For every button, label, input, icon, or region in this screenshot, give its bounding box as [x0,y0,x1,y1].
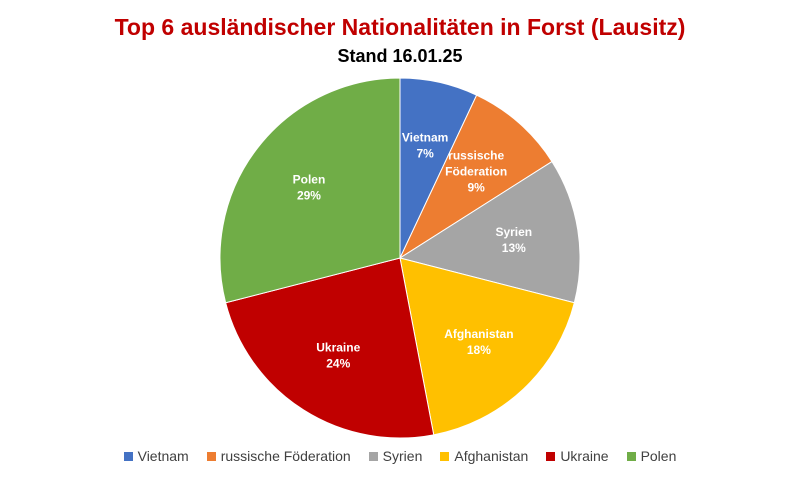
legend: Vietnam russische Föderation Syrien Afghani… [0,448,800,464]
slice-label-polen: Polen 29% [293,172,326,202]
legend-item-polen: Polen [626,448,677,464]
pie-slice-ukraine [225,257,435,439]
legend-label: Vietnam [137,448,189,464]
pie-slice-syrien [398,160,581,304]
legend-label: Polen [640,448,677,464]
legend-swatch [546,451,556,461]
chart-subtitle: Stand 16.01.25 [337,46,463,66]
slice-label-syrien: Syrien 13% [495,225,532,255]
legend-item-syrien: Syrien [368,448,423,464]
legend-label: Ukraine [560,448,609,464]
slice-label-vietnam: Vietnam 7% [402,131,448,161]
legend-item-ukraine: Ukraine [546,448,609,464]
legend-swatch [440,451,450,461]
legend-item-afghanistan: Afghanistan [440,448,528,464]
pie-slice-russische-f-deration [398,94,553,260]
pie-slice-polen [219,77,401,304]
legend-swatch [626,451,636,461]
legend-item-vietnam: Vietnam [123,448,189,464]
legend-swatch [206,451,216,461]
legend-label: Afghanistan [454,448,529,464]
slice-label-ukraine: Ukraine 24% [316,340,360,370]
slice-label-afghanistan: Afghanistan 18% [444,327,513,357]
chart-title: Top 6 ausländischer Nationalitäten in Fo… [114,14,686,40]
legend-label: russische Föderation [220,448,351,464]
slice-label-russische-f-deration: russische Föderation 9% [445,149,507,195]
legend-label: Syrien [382,448,423,464]
legend-item-russische-f-deration: russische Föderation [206,448,351,464]
pie-slice-afghanistan [399,257,575,436]
legend-swatch [368,451,378,461]
legend-swatch [123,451,133,461]
